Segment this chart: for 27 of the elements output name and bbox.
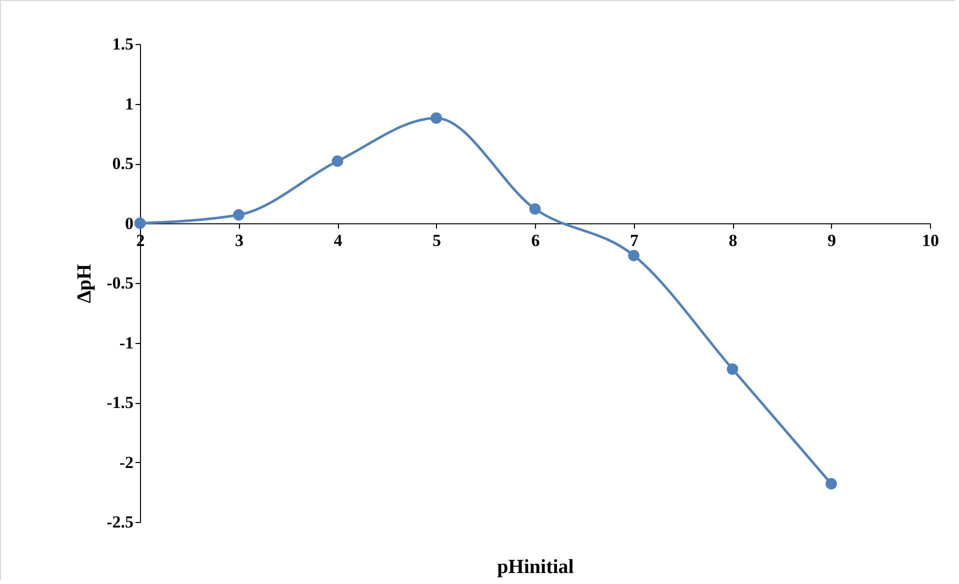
point [826,478,837,490]
x-tick-label: 9 [828,230,836,250]
x-tick-label: 6 [531,230,540,250]
y-tick-label: -1.5 [106,393,134,412]
x-axis-title: pHinitial [497,556,574,578]
point [628,250,640,262]
y-tick-label: -0.5 [106,274,134,292]
x-tick-label: 10 [922,230,939,250]
y-tick-label: 1.5 [112,34,134,54]
y-tick-label: -2.5 [106,512,134,532]
y-tick-label: -2 [119,452,134,472]
point [332,155,344,167]
point [529,203,541,215]
point [726,363,738,375]
point [134,218,146,229]
x-tick-label: 8 [728,230,738,250]
point [430,112,442,124]
y-tick-label: 1 [125,94,134,114]
point [233,209,244,221]
y-tick-label: -1 [119,333,134,352]
y-tick-label: 0.5 [112,154,134,173]
y-tick-label: 0 [125,214,134,233]
x-tick-label: 5 [432,230,441,250]
y-axis-title: ΔpH [74,263,96,304]
x-tick-label: 3 [235,230,244,250]
x-tick-label: 4 [334,230,343,250]
x-tick-label: 7 [630,230,639,250]
